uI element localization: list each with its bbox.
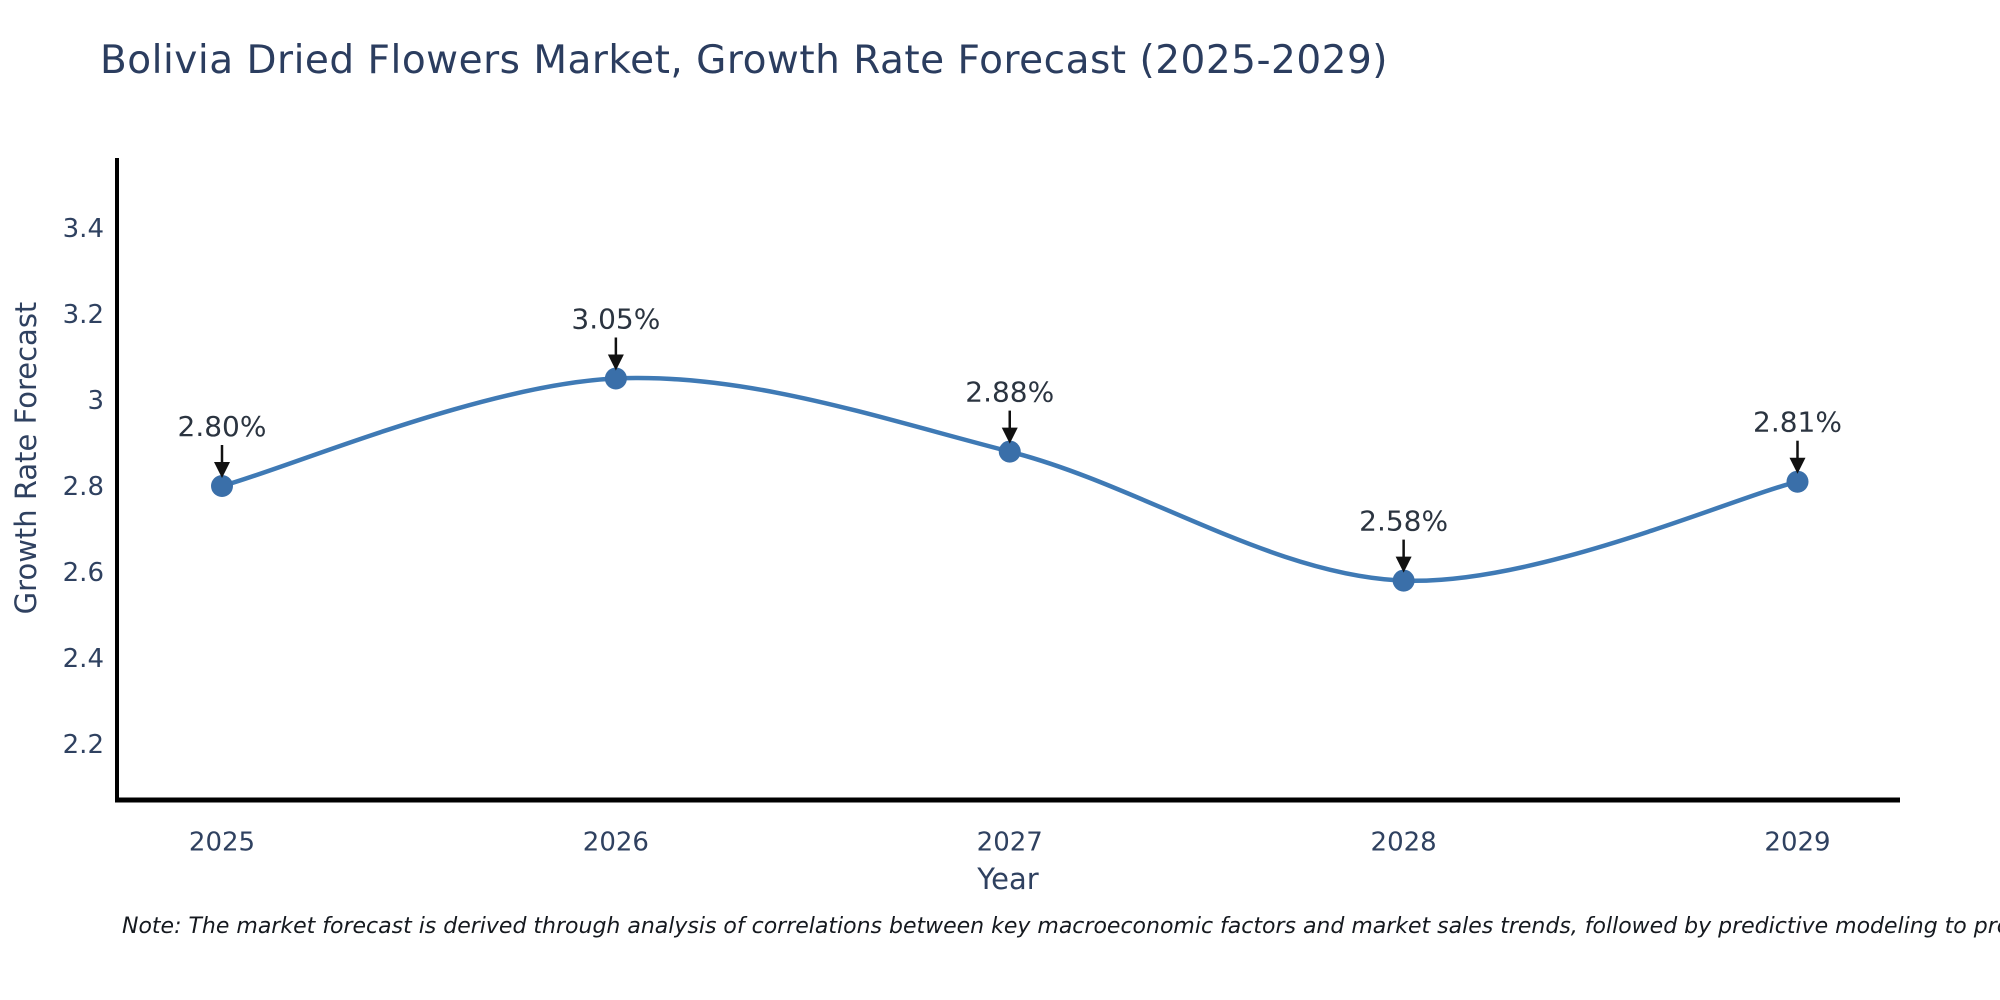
x-tick-label: 2027	[977, 827, 1043, 857]
x-axis-title: Year	[977, 862, 1039, 896]
x-tick-label: 2029	[1764, 827, 1830, 857]
data-point-marker	[1786, 470, 1809, 493]
y-tick-label: 2.2	[63, 730, 104, 760]
y-tick-label: 2.8	[63, 472, 104, 502]
annotation-label: 2.81%	[1753, 406, 1842, 439]
annotation-label: 2.58%	[1359, 505, 1448, 538]
annotation-label: 2.88%	[965, 376, 1054, 409]
footnote: Note: The market forecast is derived thr…	[122, 914, 2000, 939]
annotation-label: 3.05%	[571, 303, 660, 336]
x-tick-label: 2025	[189, 827, 255, 857]
x-tick-label: 2026	[583, 827, 649, 857]
data-point-marker	[998, 440, 1021, 463]
x-tick-label: 2028	[1371, 827, 1437, 857]
annotation-arrowhead-icon	[1395, 556, 1412, 573]
y-tick-label: 2.6	[63, 558, 104, 588]
y-tick-label: 3.2	[63, 300, 104, 330]
annotation-arrowhead-icon	[1001, 427, 1018, 444]
annotation-arrowhead-icon	[214, 462, 230, 478]
data-point-marker	[1392, 569, 1415, 592]
data-point-marker	[604, 367, 627, 390]
y-tick-label: 2.4	[63, 644, 104, 674]
annotation-arrowhead-icon	[1789, 457, 1806, 474]
annotation-label: 2.80%	[178, 410, 267, 443]
annotation-arrowhead-icon	[607, 354, 624, 371]
chart-title: Bolivia Dried Flowers Market, Growth Rat…	[100, 38, 1388, 83]
y-tick-label: 3	[87, 386, 104, 416]
data-point-marker	[211, 475, 233, 497]
y-tick-label: 3.4	[63, 214, 104, 244]
y-axis-title: Growth Rate Forecast	[9, 301, 43, 615]
